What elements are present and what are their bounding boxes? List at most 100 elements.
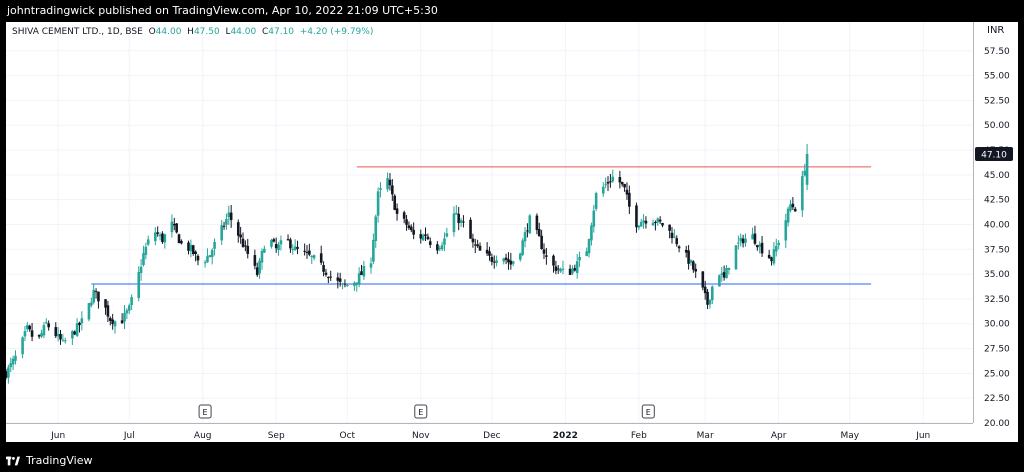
candle-body (263, 248, 266, 253)
candle-body (189, 244, 193, 252)
x-tick-label: Jun (915, 431, 930, 441)
candle-body (504, 257, 508, 260)
candle-body (628, 192, 631, 207)
candle-body (635, 205, 638, 228)
candle-body (791, 203, 795, 208)
candle-body (438, 247, 442, 249)
candle-body (291, 249, 295, 251)
candle-body (644, 220, 648, 224)
candle-body (559, 268, 562, 272)
candle-body (37, 334, 41, 337)
candle-body (293, 246, 297, 251)
y-tick-label: 42.50 (984, 196, 1010, 206)
y-tick-label: 25.00 (984, 369, 1010, 379)
candle-body (701, 271, 705, 288)
candle-body (59, 333, 62, 340)
candle-body (345, 285, 349, 287)
candle-body (556, 268, 560, 270)
candle-body (424, 234, 427, 236)
candle-body (227, 212, 231, 218)
candle-body (744, 238, 747, 243)
candle-body (191, 245, 195, 254)
candle-body (801, 176, 804, 211)
candle-body (670, 232, 674, 239)
x-tick-label: Aug (194, 431, 212, 441)
candle-body (239, 234, 242, 238)
candle-body (692, 261, 695, 270)
candle-body (336, 277, 340, 281)
price-levels (91, 166, 872, 285)
candle-body (507, 259, 510, 263)
x-tick-label: Apr (771, 431, 787, 441)
y-tick-label: 45.00 (984, 171, 1010, 181)
candle-body (127, 305, 131, 311)
candle-body (222, 225, 226, 227)
candle-body (462, 221, 465, 223)
y-tick-label: 55.00 (984, 72, 1010, 82)
candle-body (637, 225, 641, 228)
candle-body (272, 239, 276, 242)
y-tick-label: 22.50 (984, 394, 1010, 404)
candle-body (379, 188, 382, 190)
candle-body (656, 218, 660, 223)
candle-body (457, 213, 460, 224)
candle-body (137, 272, 141, 298)
candle-body (535, 215, 539, 231)
candle-body (258, 260, 261, 274)
grid (6, 22, 973, 424)
candle-body (289, 239, 292, 249)
candle-body (386, 178, 389, 190)
candle-body (113, 321, 117, 327)
candle-body (246, 245, 250, 254)
candle-body (130, 297, 133, 306)
y-tick-label: 57.50 (984, 47, 1010, 57)
candle-body (277, 244, 280, 251)
candle-body (63, 340, 67, 342)
candle-body (260, 250, 264, 263)
candle-body (412, 229, 415, 235)
candle-body (296, 246, 299, 249)
close-label: C (261, 27, 269, 37)
candle-body (509, 260, 513, 265)
candle-body (376, 191, 380, 216)
candle-body (677, 246, 681, 249)
candle-body (767, 254, 771, 259)
currency-label[interactable]: INR (987, 25, 1005, 36)
candle-body (528, 215, 532, 234)
candle-body (9, 363, 13, 368)
price-chart[interactable]: E E E 20.00 22.50 25.00 27.50 30.00 32.50 35.00 3… (6, 22, 1018, 442)
candle-body (523, 232, 527, 242)
candle-body (244, 245, 247, 247)
candle-body (537, 229, 541, 237)
y-tick-label: 40.00 (984, 220, 1010, 230)
candle-body (229, 212, 233, 221)
candle-body (312, 255, 316, 259)
y-tick-label: 37.50 (984, 245, 1010, 255)
candle-body (789, 204, 792, 211)
candle-body (578, 256, 581, 261)
candle-body (402, 212, 406, 219)
candle-body (405, 219, 408, 225)
candle-body (722, 272, 726, 278)
chart-panel[interactable]: E E E 20.00 22.50 25.00 27.50 30.00 32.50 35.00 3… (6, 22, 1018, 442)
candle-body (436, 244, 439, 251)
candle-body (97, 291, 100, 302)
earnings-marker-label: E (646, 408, 651, 417)
candle-body (286, 239, 290, 241)
tradingview-logo[interactable]: TradingView (6, 454, 92, 467)
candle-body (741, 238, 745, 244)
y-tick-label: 52.50 (984, 96, 1010, 106)
candle-body (94, 291, 98, 293)
candle-body (47, 323, 50, 328)
x-tick-label: Feb (631, 431, 647, 441)
candle-body (445, 233, 449, 237)
candle-body (391, 185, 394, 195)
candle-body (106, 305, 110, 317)
candle-body (253, 255, 257, 266)
candle-body (642, 220, 645, 223)
candle-body (23, 331, 27, 337)
open-value: 44.00 (155, 27, 182, 37)
earnings-marker (198, 404, 212, 419)
candle-body (687, 250, 690, 264)
